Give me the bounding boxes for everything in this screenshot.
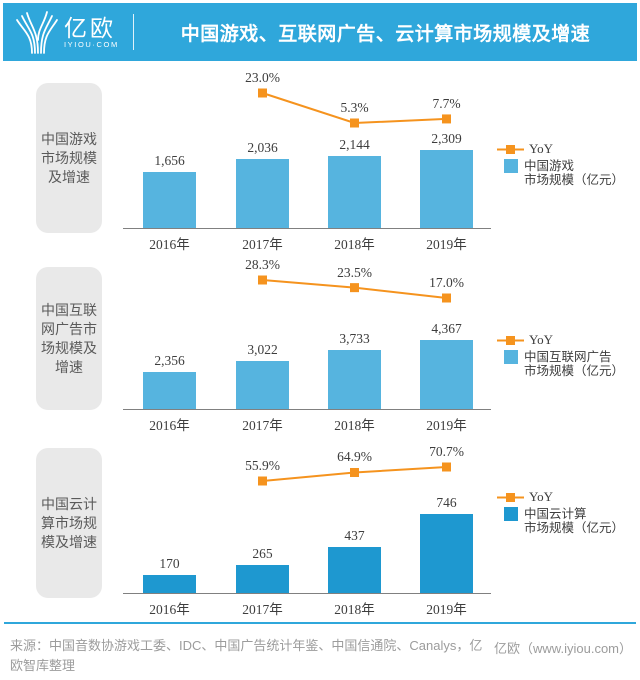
bar [420,340,473,409]
bar [420,150,473,228]
x-axis-tick-label: 2016年 [149,237,190,252]
yoy-value-label: 7.7% [432,95,461,111]
yoy-marker [258,88,267,98]
legend-series-row: 中国互联网广告 市场规模（亿元） [497,350,624,378]
yoy-value-label: 28.3% [245,257,280,272]
yoy-marker [350,467,359,477]
legend-series-label: 中国互联网广告 市场规模（亿元） [524,350,625,378]
yoy-marker [350,283,359,293]
x-axis-line [123,228,491,229]
yoy-marker [442,114,451,124]
legend-yoy-icon [497,144,524,154]
yoy-marker [258,275,267,285]
yoy-value-label: 70.7% [429,444,464,459]
logo-subtext: IYIOU·COM [64,39,119,49]
legend: YoY 中国互联网广告 市场规模（亿元） [497,332,624,378]
legend-yoy-label: YoY [529,489,553,504]
x-axis-tick-label: 2017年 [242,237,283,252]
bar [420,514,473,593]
yoy-value-label: 5.3% [340,100,369,115]
bar [143,372,196,409]
bar-value-label: 4,367 [431,321,462,336]
bar-value-label: 2,309 [431,131,462,146]
legend-yoy-row: YoY [497,141,624,157]
yoy-marker [442,462,451,472]
logo-text: 亿欧 [64,14,116,41]
bar [236,159,289,228]
legend-series-swatch [504,350,518,364]
bar [328,547,381,593]
x-axis-tick-label: 2019年 [426,418,467,433]
header-divider [133,14,134,50]
bar-value-label: 437 [344,528,365,543]
x-axis-tick-label: 2019年 [426,237,467,252]
x-axis-tick-label: 2019年 [426,602,467,617]
bar-value-label: 2,036 [247,140,278,155]
bar [143,172,196,228]
legend-yoy-label: YoY [529,332,553,347]
yoy-value-label: 23.0% [245,70,280,85]
bar [328,350,381,409]
legend-yoy-icon [497,492,524,502]
bar-value-label: 746 [436,495,457,510]
source-text: 来源：中国音数协游戏工委、IDC、中国广告统计年鉴、中国信通院、Canalys，… [10,638,483,673]
bar-value-label: 2,144 [339,137,370,152]
legend-series-row: 中国游戏 市场规模（亿元） [497,159,624,187]
bar [328,156,381,228]
yoy-value-label: 23.5% [337,264,372,280]
yoy-value-label: 17.0% [429,275,464,290]
panel-label: 中国云计算市场规模及增速 [36,448,102,598]
bar-value-label: 3,733 [339,331,370,346]
yoy-marker [258,476,267,486]
x-axis-tick-label: 2016年 [149,418,190,433]
x-axis-line [123,409,491,410]
legend: YoY 中国游戏 市场规模（亿元） [497,141,624,187]
footer-separator [4,622,636,624]
legend-yoy-row: YoY [497,489,624,505]
panel-label: 中国游戏市场规模及增速 [36,83,102,233]
x-axis-tick-label: 2018年 [334,602,375,617]
x-axis-tick-label: 2017年 [242,418,283,433]
yoy-value-label: 64.9% [337,449,372,465]
bar-value-label: 3,022 [247,342,278,357]
bar-value-label: 170 [159,556,180,571]
header-bar: 亿欧 IYIOU·COM 中国游戏、互联网广告、云计算市场规模及增速 [3,3,637,61]
yoy-marker [350,118,359,128]
x-axis-tick-label: 2016年 [149,602,190,617]
x-axis-line [123,593,491,594]
brand-text: 亿欧（www.iyiou.com） [494,641,632,656]
legend-series-swatch [504,507,518,521]
legend-series-label: 中国游戏 市场规模（亿元） [524,159,625,187]
iyiou-logo-icon [16,11,58,54]
bar [143,575,196,593]
bar [236,361,289,409]
panel-label: 中国互联网广告市场规模及增速 [36,267,102,410]
iyiou-logo: 亿欧 IYIOU·COM [3,10,133,54]
bar [236,565,289,593]
page-title: 中国游戏、互联网广告、云计算市场规模及增速 [180,23,591,45]
bar-value-label: 1,656 [154,153,185,168]
logo-text-block: 亿欧 IYIOU·COM [64,16,119,49]
legend-yoy-label: YoY [529,141,553,156]
x-axis-tick-label: 2018年 [334,237,375,252]
legend-series-label: 中国云计算 市场规模（亿元） [524,507,625,535]
legend: YoY 中国云计算 市场规模（亿元） [497,489,624,535]
legend-yoy-row: YoY [497,332,624,348]
legend-series-swatch [504,159,518,173]
legend-yoy-icon [497,335,524,345]
x-axis-tick-label: 2017年 [242,602,283,617]
bar-value-label: 265 [252,546,273,561]
legend-series-row: 中国云计算 市场规模（亿元） [497,507,624,535]
yoy-marker [442,293,451,303]
bar-value-label: 2,356 [154,353,185,368]
yoy-value-label: 55.9% [245,458,280,473]
x-axis-tick-label: 2018年 [334,418,375,433]
